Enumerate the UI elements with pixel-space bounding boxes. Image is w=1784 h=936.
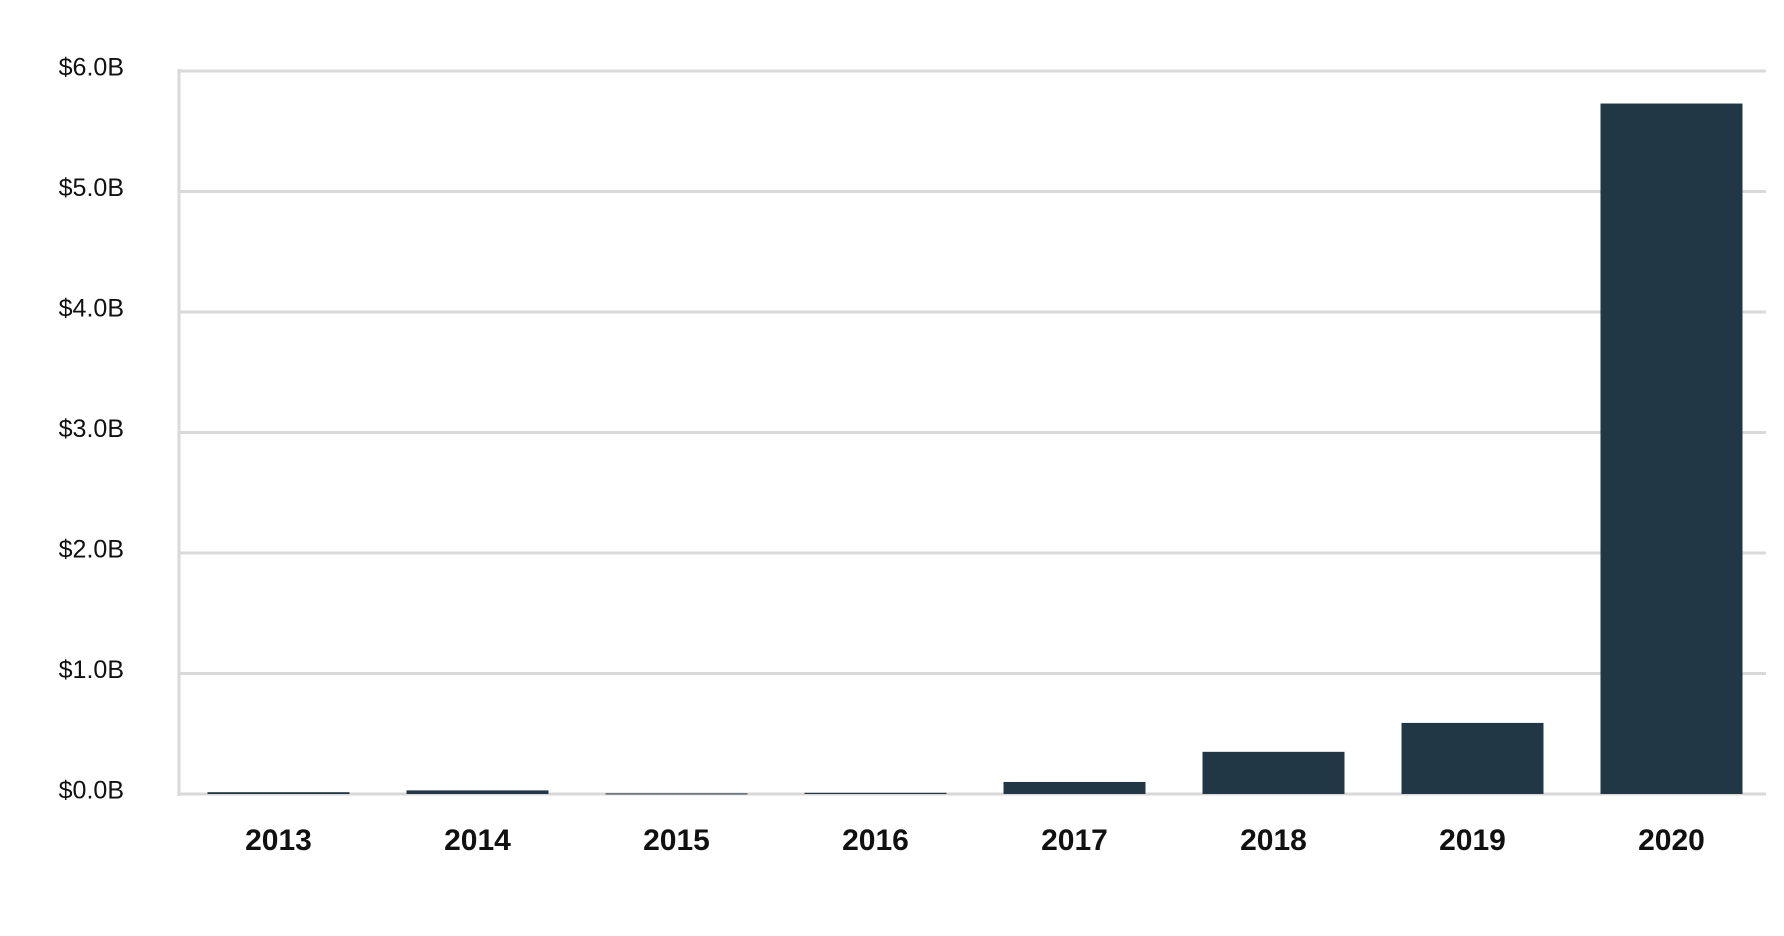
x-tick-label: 2016 [842,824,909,857]
y-tick-label: $3.0B [59,415,124,443]
x-tick-label: 2018 [1240,824,1307,857]
y-tick-label: $5.0B [59,174,124,202]
bar [605,793,748,795]
y-tick-label: $1.0B [59,656,124,684]
y-tick-label: $2.0B [59,536,124,564]
bar [804,792,947,794]
y-tick-label: $6.0B [59,54,124,82]
bar [406,790,549,794]
bar [207,792,350,794]
y-tick-label: $0.0B [59,777,124,805]
bar [1600,103,1743,794]
y-tick-label: $4.0B [59,295,124,323]
x-tick-label: 2019 [1439,824,1506,857]
bar [1202,751,1345,794]
x-tick-label: 2014 [444,824,511,857]
x-tick-label: 2013 [245,824,312,857]
x-tick-label: 2020 [1638,824,1705,857]
x-tick-label: 2017 [1041,824,1108,857]
bar [1003,781,1146,794]
x-tick-label: 2015 [643,824,710,857]
bar [1401,722,1544,794]
